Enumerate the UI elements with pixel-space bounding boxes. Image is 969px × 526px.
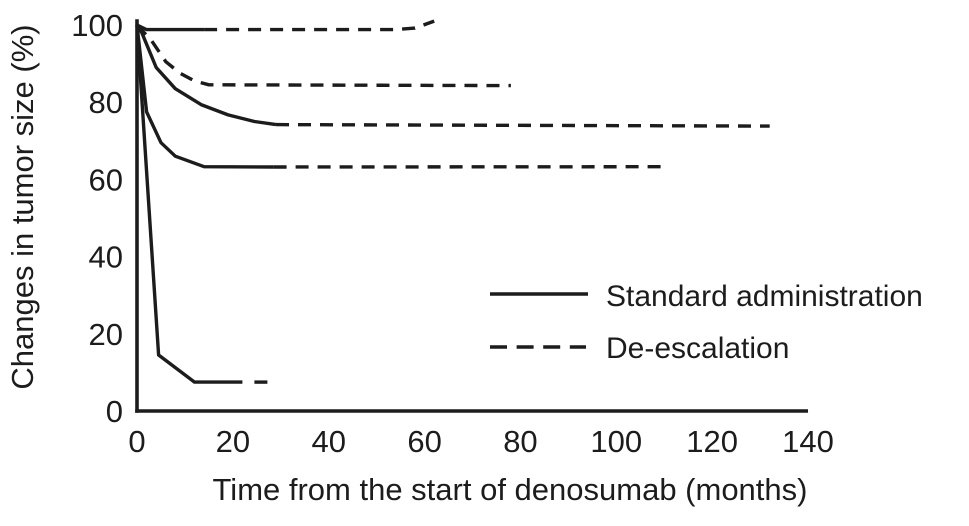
x-tick-label: 60	[407, 424, 441, 459]
series-patient-2-dashed-segment	[135, 23, 511, 88]
x-axis-title: Time from the start of denosumab (months…	[213, 472, 808, 507]
series-patient-1-solid-segment	[136, 23, 205, 32]
series-patient-3-dashed-segment	[275, 122, 770, 128]
x-tick-label: 40	[311, 424, 345, 459]
y-tick-label: 60	[89, 162, 123, 197]
y-tick-label: 100	[71, 8, 123, 43]
legend-label-de-escalation: De-escalation	[606, 332, 789, 365]
y-tick-label: 40	[89, 240, 123, 275]
series-patient-5-solid-segment	[135, 24, 243, 384]
x-tick-label: 120	[686, 424, 738, 459]
x-tick-label: 20	[216, 424, 250, 459]
x-tick-label: 80	[503, 424, 537, 459]
x-tick-label: 140	[782, 424, 834, 459]
y-tick-label: 0	[106, 394, 123, 429]
series-patient-1-dashed-segment	[204, 19, 435, 32]
x-tick-label: 0	[128, 424, 145, 459]
legend: Standard administration De-escalation	[490, 280, 923, 365]
legend-label-standard-administration: Standard administration	[606, 280, 923, 313]
y-tick-label: 20	[89, 317, 123, 352]
y-tick-label: 80	[89, 85, 123, 120]
series-patient-3-solid-segment	[135, 24, 277, 127]
y-axis-title: Changes in tumor size (%)	[5, 24, 40, 389]
x-tick-label: 100	[590, 424, 642, 459]
series-patient-4-solid-segment	[135, 24, 274, 169]
